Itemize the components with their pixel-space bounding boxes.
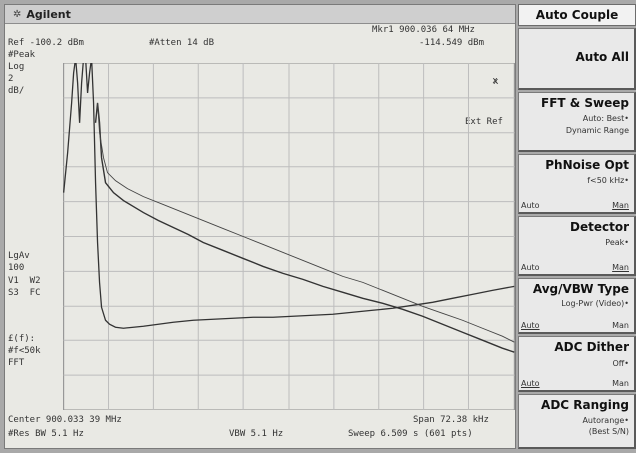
scale-unit: dB/ xyxy=(8,86,25,96)
detector-man: Man xyxy=(612,263,629,272)
adc-ranging-value: Autorange• xyxy=(582,416,629,425)
sweep-time: Sweep 6.509 s (601 pts) xyxy=(348,429,473,439)
avg-vbw-type-value: Log-Pwr (Video)• xyxy=(561,299,629,308)
brand-name: Agilent xyxy=(26,7,71,21)
ext-ref-label: Ext Ref xyxy=(465,117,503,127)
detector-softkey[interactable]: Detector Peak• Auto Man xyxy=(518,216,636,276)
average-label: LgAv xyxy=(8,251,30,261)
trace-2 xyxy=(94,102,515,353)
auto-all-softkey[interactable]: Auto All xyxy=(518,28,636,90)
frequency-span: Span 72.38 kHz xyxy=(413,415,489,425)
display-screen: ✲ Agilent Mkr1 900.036 64 MHz Ref -100.2… xyxy=(4,4,516,449)
adc-ranging-label: ADC Ranging xyxy=(541,398,629,412)
marker-label: Mkr1 900.036 64 MHz xyxy=(372,25,475,35)
adc-dither-label: ADC Dither xyxy=(554,340,629,354)
phnoise-opt-softkey[interactable]: PhNoise Opt f<50 kHz• Auto Man xyxy=(518,154,636,214)
menu-title: Auto Couple xyxy=(518,4,636,26)
phnoise-opt-label: PhNoise Opt xyxy=(545,158,629,172)
spectrum-plot: x xyxy=(63,63,515,410)
softkey-panel: Auto Couple Auto All FFT & Sweep Auto: B… xyxy=(518,4,636,449)
attenuation: #Atten 14 dB xyxy=(149,38,215,48)
avg-vbw-auto: Auto xyxy=(521,321,540,330)
plot-grid xyxy=(63,63,515,410)
adc-dither-softkey[interactable]: ADC Dither Off• Auto Man xyxy=(518,336,636,392)
scale-value: 2 xyxy=(8,74,14,84)
phnoise-opt-value: f<50 kHz• xyxy=(587,176,629,185)
average-count: 100 xyxy=(8,263,25,273)
phnoise-man: Man xyxy=(612,201,629,210)
avg-vbw-type-label: Avg/VBW Type xyxy=(532,282,629,296)
trace-states-2: S3 FC xyxy=(8,288,41,298)
detector-annotation: #Peak xyxy=(8,50,36,60)
fft-sweep-label: FFT & Sweep xyxy=(541,96,629,110)
detector-auto: Auto xyxy=(521,263,540,272)
adc-dither-auto: Auto xyxy=(521,379,540,388)
agilent-brand: ✲ Agilent xyxy=(5,8,71,21)
resolution-bandwidth: #Res BW 5.1 Hz xyxy=(8,429,84,439)
fft-sweep-mode: Auto: Best• xyxy=(582,114,629,123)
adc-ranging-softkey[interactable]: ADC Ranging Autorange• (Best S/N) xyxy=(518,394,636,449)
brand-bar: ✲ Agilent xyxy=(5,5,515,24)
avg-vbw-type-softkey[interactable]: Avg/VBW Type Log-Pwr (Video)• Auto Man xyxy=(518,278,636,334)
fft-label: FFT xyxy=(8,358,25,368)
fft-sweep-mode-detail: Dynamic Range xyxy=(565,126,629,135)
center-frequency: Center 900.033 39 MHz xyxy=(8,415,122,425)
phnoise-auto: Auto xyxy=(521,201,540,210)
fft-sweep-softkey[interactable]: FFT & Sweep Auto: Best• Dynamic Range xyxy=(518,92,636,152)
avg-vbw-man: Man xyxy=(612,321,629,330)
marker-x-glyph: x xyxy=(492,76,498,86)
trace-3 xyxy=(97,102,515,343)
agilent-spark-icon: ✲ xyxy=(13,8,22,20)
trace-states-1: V1 W2 xyxy=(8,276,41,286)
detector-label: Detector xyxy=(570,220,629,234)
marker-value: -114.549 dBm xyxy=(419,38,485,48)
scale-type: Log xyxy=(8,62,25,72)
marker-symbol: x xyxy=(493,77,499,87)
auto-all-label: Auto All xyxy=(575,50,629,64)
phase-noise-value: #f<50k xyxy=(8,346,41,356)
adc-dither-value: Off• xyxy=(612,359,629,368)
video-bandwidth: VBW 5.1 Hz xyxy=(229,429,284,439)
phase-noise-label: £(f): xyxy=(8,334,36,344)
detector-value: Peak• xyxy=(605,238,629,247)
adc-ranging-detail: (Best S/N) xyxy=(588,427,629,436)
ref-level: Ref -100.2 dBm xyxy=(8,38,84,48)
adc-dither-man: Man xyxy=(612,379,629,388)
trace-1 xyxy=(63,63,515,329)
